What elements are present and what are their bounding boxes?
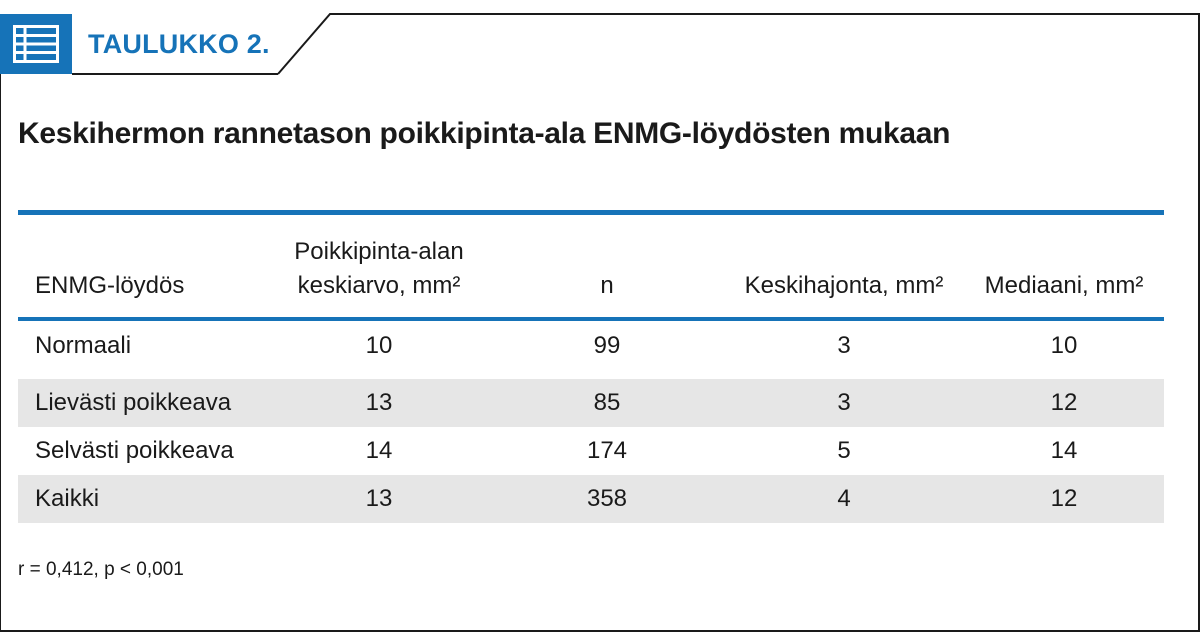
cell-median: 12 (1050, 389, 1078, 416)
table-label: TAULUKKO 2. (88, 29, 270, 59)
cell-sd: 3 (837, 389, 851, 416)
cell-median: 10 (1050, 332, 1078, 359)
cell-mean-area: 10 (365, 332, 393, 359)
column-header-text-line1: Poikkipinta-alan (294, 238, 464, 265)
cell-n: 174 (586, 437, 628, 464)
row-label: Kaikki (35, 485, 100, 512)
table-row: Normaali 10 99 3 10 (18, 321, 1164, 379)
table-icon (0, 14, 72, 74)
column-header-text: Keskihajonta, mm² (744, 272, 944, 299)
table-row: Selvästi poikkeava 14 174 5 14 (18, 427, 1164, 475)
cell-sd: 3 (837, 332, 851, 359)
column-header-n: n (490, 269, 724, 317)
table-row: Kaikki 13 358 4 12 (18, 475, 1164, 523)
table-top-rule (18, 210, 1164, 215)
column-header-text: ENMG-löydös (35, 272, 185, 299)
row-label: Lievästi poikkeava (35, 389, 232, 416)
cell-mean-area: 13 (365, 485, 393, 512)
column-header-median: Mediaani, mm² (964, 269, 1164, 317)
table-header-row: ENMG-löydös Poikkipinta-alan keskiarvo, … (18, 215, 1164, 321)
column-header-sd: Keskihajonta, mm² (724, 269, 964, 317)
cell-mean-area: 14 (365, 437, 393, 464)
table-row: Lievästi poikkeava 13 85 3 12 (18, 379, 1164, 427)
data-table: ENMG-löydös Poikkipinta-alan keskiarvo, … (18, 210, 1164, 523)
row-label: Normaali (35, 332, 132, 359)
cell-sd: 5 (837, 437, 851, 464)
cell-sd: 4 (837, 485, 851, 512)
cell-n: 99 (593, 332, 621, 359)
table-title: Keskihermon rannetason poikkipinta-ala E… (18, 117, 951, 150)
cell-median: 12 (1050, 485, 1078, 512)
row-label: Selvästi poikkeava (35, 437, 234, 464)
cell-n: 358 (586, 485, 628, 512)
cell-mean-area: 13 (365, 389, 393, 416)
column-header-finding: ENMG-löydös (18, 269, 268, 317)
cell-median: 14 (1050, 437, 1078, 464)
column-header-mean-area: Poikkipinta-alan keskiarvo, mm² (268, 235, 490, 317)
table-footnote: r = 0,412, p < 0,001 (18, 559, 184, 580)
cell-n: 85 (593, 389, 621, 416)
column-header-text-line2: keskiarvo, mm² (297, 272, 461, 299)
column-header-text: Mediaani, mm² (984, 272, 1144, 299)
column-header-text: n (600, 272, 614, 299)
